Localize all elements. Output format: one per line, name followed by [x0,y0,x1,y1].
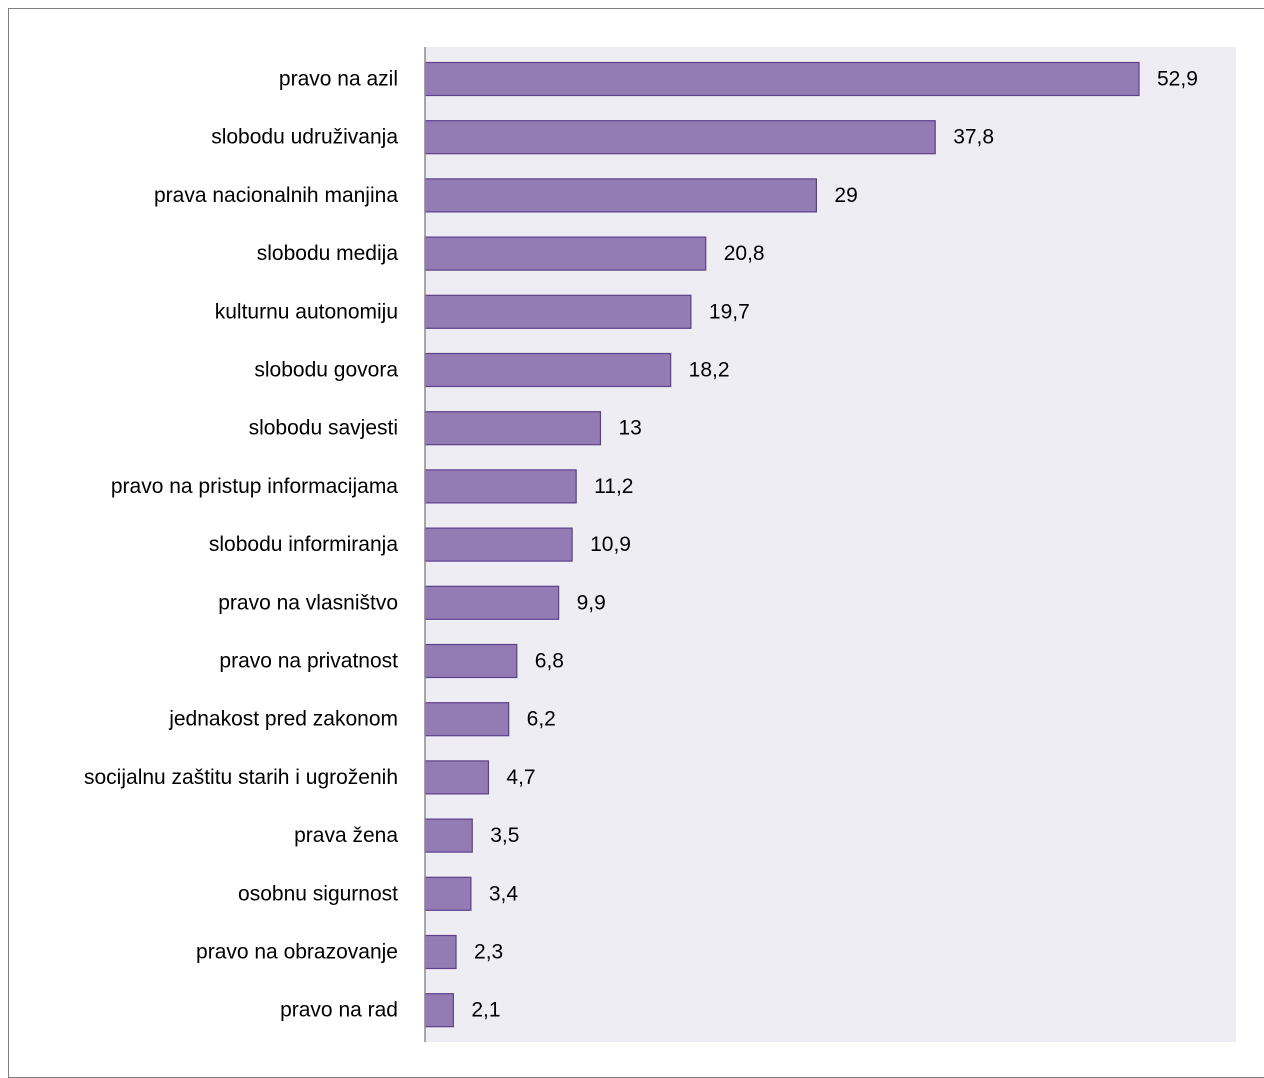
value-label-11: 6,2 [527,708,556,731]
category-label-9: pravo na vlasništvo [218,591,398,614]
bar-1 [424,120,936,155]
bar-9 [424,585,560,620]
category-label-8: slobodu informiranja [209,533,398,556]
category-label-5: slobodu govora [254,359,398,382]
category-label-14: osobnu sigurnost [238,882,398,905]
value-label-0: 52,9 [1157,68,1198,91]
bar-8 [424,527,573,562]
bars-group [424,61,1140,1028]
category-label-6: slobodu savjesti [249,417,398,440]
category-label-13: prava žena [294,824,398,847]
category-label-11: jednakost pred zakonom [168,708,398,731]
value-label-15: 2,3 [474,941,503,964]
bar-12 [424,760,490,795]
category-labels: pravo na azil slobodu udruživanja prava na… [84,68,398,1022]
category-label-16: pravo na rad [280,999,398,1022]
bar-11 [424,702,510,737]
bar-13 [424,818,473,853]
value-label-9: 9,9 [577,591,606,614]
category-label-2: prava nacionalnih manjina [154,184,398,207]
bar-15 [424,934,457,970]
value-label-3: 20,8 [724,242,765,265]
category-label-12: socijalnu zaštitu starih i ugroženih [84,766,398,789]
category-label-7: pravo na pristup informacijama [111,475,398,498]
value-label-6: 13 [618,417,641,440]
value-label-4: 19,7 [709,300,750,323]
value-label-2: 29 [834,184,857,207]
value-label-16: 2,1 [471,999,500,1022]
bar-3 [424,236,707,271]
value-label-14: 3,4 [489,882,519,905]
value-label-8: 10,9 [590,533,631,556]
value-label-5: 18,2 [689,359,730,382]
category-label-15: pravo na obrazovanje [196,941,398,964]
category-label-3: slobodu medija [257,242,399,265]
bar-4 [424,294,692,329]
value-label-12: 4,7 [506,766,535,789]
bar-2 [424,178,818,213]
category-label-4: kulturnu autonomiju [215,300,398,323]
category-label-1: slobodu udruživanja [211,126,398,149]
category-label-10: pravo na privatnost [219,650,398,673]
bar-5 [424,352,672,388]
value-labels: 52,9 37,8 29 20,8 19,7 18,2 13 11,2 10,9 9,9 6,8 6,… [471,68,1198,1022]
bar-16 [424,993,454,1028]
bar-0 [424,61,1140,97]
value-label-7: 11,2 [594,475,633,498]
value-label-13: 3,5 [490,824,519,847]
category-label-0: pravo na azil [279,68,398,91]
value-label-1: 37,8 [953,126,994,149]
bar-7 [424,469,577,504]
bar-10 [424,643,518,679]
value-label-10: 6,8 [535,650,564,673]
bar-14 [424,876,472,911]
bar-6 [424,411,602,446]
